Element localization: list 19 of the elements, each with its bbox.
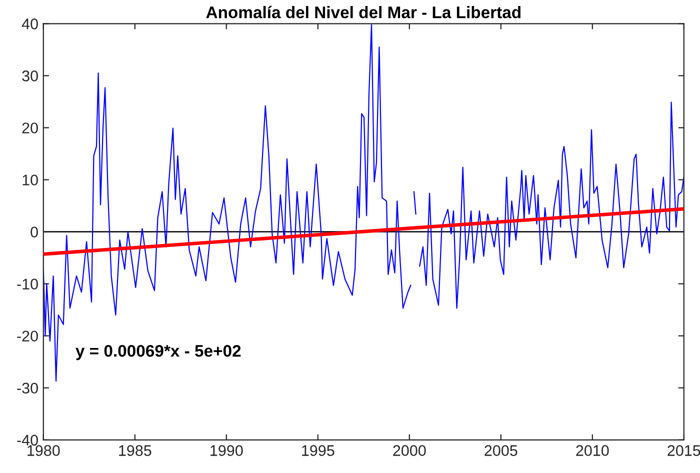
y-tick-label: 0 (30, 226, 38, 238)
x-tick-label: 1995 (302, 445, 334, 456)
y-tick-label: 10 (22, 174, 38, 186)
annotation: y = 0.00069*x - 5e+02 (76, 345, 241, 360)
y-tick-label: -30 (17, 382, 38, 394)
x-tick-label: 2015 (668, 445, 700, 456)
y-tick-label: 20 (22, 122, 38, 134)
x-tick-label: 2010 (576, 445, 609, 456)
y-tick-label: -20 (17, 330, 38, 342)
y-tick-label: -10 (17, 278, 38, 290)
y-tick-label: 40 (22, 18, 38, 30)
chart-title: Anomalía del Nivel del Mar - La Libertad (206, 6, 520, 18)
y-tick-label: -40 (17, 434, 38, 446)
x-tick-label: 2005 (484, 445, 518, 456)
x-tick-label: 2000 (393, 445, 426, 456)
x-tick-label: 1980 (28, 445, 60, 456)
x-tick-label: 1990 (210, 445, 243, 456)
x-tick-label: 1985 (119, 445, 152, 456)
y-tick-label: 30 (22, 70, 38, 82)
